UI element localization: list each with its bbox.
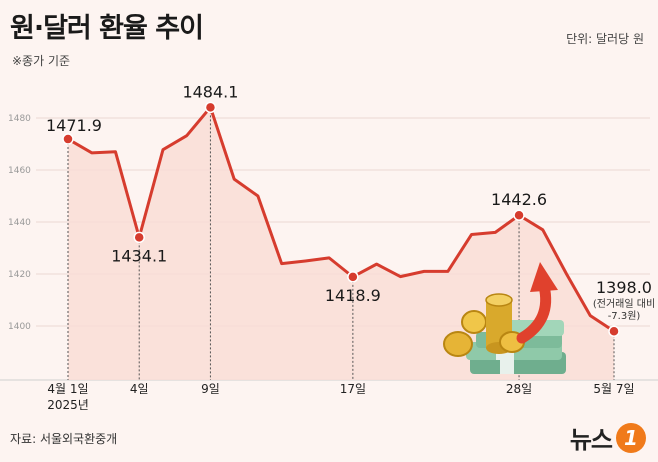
- gold-coins-illustration: [443, 293, 525, 357]
- x-tick-label: 9일: [201, 382, 220, 396]
- data-label: 1442.6: [491, 190, 547, 209]
- data-point: [513, 209, 525, 221]
- unit-label: 단위: 달러당 원: [566, 32, 644, 46]
- money-illustration: [443, 262, 566, 374]
- y-tick-label: 1480: [8, 114, 31, 124]
- x-tick-label: 28일: [506, 382, 532, 396]
- data-label-note: -7.3원): [608, 310, 641, 322]
- data-point: [608, 325, 620, 337]
- data-point: [62, 133, 74, 145]
- x-tick-label: 5월 7일: [593, 382, 634, 396]
- data-label-note: (전거래일 대비: [593, 298, 655, 310]
- y-tick-label: 1440: [8, 218, 31, 228]
- up-arrow-icon: [516, 262, 558, 344]
- chart-subtitle: ※종가 기준: [12, 54, 71, 68]
- y-tick-label: 1420: [8, 270, 31, 280]
- data-point: [347, 271, 359, 283]
- data-label: 1434.1: [111, 246, 167, 265]
- x-tick-label: 4월 1일: [47, 382, 88, 396]
- x-tick-label: 4일: [130, 382, 149, 396]
- data-label: 1418.9: [325, 286, 381, 305]
- x-tick-label: 17일: [340, 382, 366, 396]
- data-point: [133, 231, 145, 244]
- data-label: 1484.1: [182, 82, 238, 101]
- data-label: 1398.0: [596, 278, 652, 297]
- y-tick-label: 1460: [8, 166, 31, 176]
- marks-layer: [62, 101, 620, 337]
- x-tick-label-year: 2025년: [47, 398, 89, 412]
- label-layer: 1471.9 1434.1 1484.1 1418.9 1442.6 1398.0(전거래…: [46, 82, 655, 412]
- y-tick-label: 1400: [8, 322, 31, 332]
- data-point: [204, 101, 217, 114]
- data-label: 1471.9: [46, 116, 102, 135]
- brand-text: 뉴스: [569, 426, 613, 454]
- brand-mark: 1: [616, 422, 646, 453]
- source-note: 자료: 서울외국환중개: [10, 432, 118, 446]
- brand-logo: 뉴스 1: [570, 420, 646, 455]
- chart-title: 원·달러 환율 추이: [10, 13, 204, 44]
